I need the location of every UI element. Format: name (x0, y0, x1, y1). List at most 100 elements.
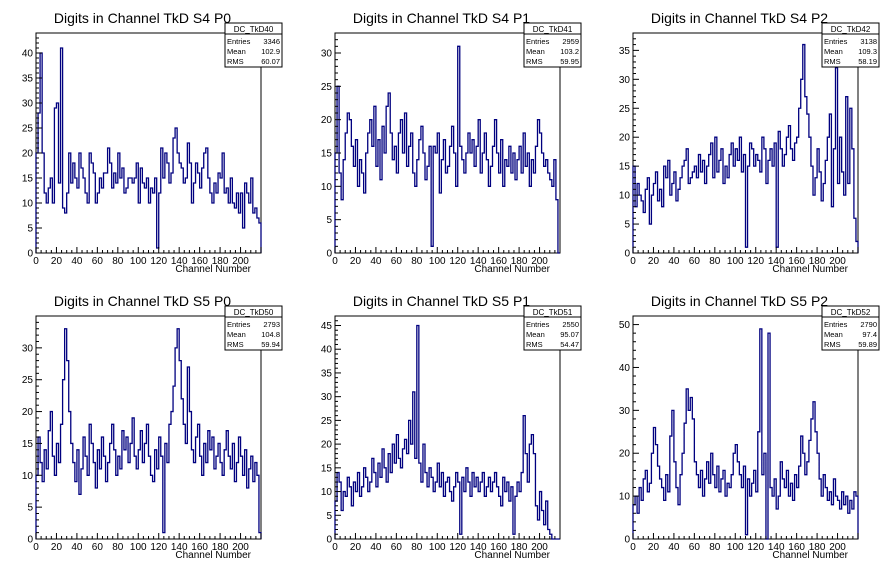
x-tick-label: 140 (768, 542, 785, 553)
stats-label-mean: Mean (526, 47, 545, 56)
y-tick-label: 50 (619, 320, 631, 331)
x-tick-label: 60 (689, 542, 701, 553)
histogram-line (35, 47, 262, 253)
x-tick-label: 180 (212, 542, 229, 553)
stats-name: DC_TkD51 (533, 308, 573, 317)
x-tick-label: 140 (768, 256, 785, 267)
stats-label-rms: RMS (824, 57, 841, 66)
y-tick-label: 5 (326, 511, 332, 522)
x-tick-label: 20 (350, 542, 362, 553)
x-tick-label: 120 (150, 256, 167, 267)
x-tick-label: 100 (727, 256, 744, 267)
chart-title: Digits in Channel TkD S4 P2 (651, 10, 828, 26)
x-tick-label: 40 (370, 256, 382, 267)
y-tick-label: 30 (22, 343, 34, 354)
stats-value-mean: 95.07 (560, 330, 579, 339)
x-tick-label: 160 (788, 542, 805, 553)
stats-value-entries: 3138 (860, 37, 877, 46)
stats-box: DC_TkD51 Entries 2550 Mean 95.07 RMS 54.47 (523, 305, 582, 351)
x-tick-label: 20 (648, 256, 660, 267)
x-tick-label: 140 (171, 256, 188, 267)
chart-panel-5: Digits in Channel TkD S5 P20 20 40 60 80 100 1… (619, 293, 880, 561)
x-tick-label: 180 (809, 256, 826, 267)
x-tick-label: 180 (809, 542, 826, 553)
y-tick-label: 30 (619, 75, 631, 86)
stats-value-mean: 102.9 (261, 47, 280, 56)
chart-title: Digits in Channel TkD S5 P1 (353, 293, 530, 309)
chart-title: Digits in Channel TkD S4 P0 (54, 10, 231, 26)
y-tick-label: 20 (321, 115, 333, 126)
chart-panel-3: Digits in Channel TkD S5 P00 20 40 60 80 100 1… (22, 293, 283, 561)
stats-label-entries: Entries (824, 320, 848, 329)
x-tick-label: 100 (429, 256, 446, 267)
y-tick-label: 10 (619, 492, 631, 503)
x-axis-label: Channel Number (474, 264, 550, 275)
x-tick-label: 80 (411, 256, 423, 267)
y-tick-label: 20 (619, 133, 631, 144)
x-tick-label: 120 (747, 256, 764, 267)
x-tick-label: 100 (130, 542, 147, 553)
x-tick-label: 180 (212, 256, 229, 267)
y-tick-label: 15 (22, 439, 34, 450)
y-tick-label: 0 (27, 249, 33, 260)
chart-panel-4: Digits in Channel TkD S5 P10 20 40 60 80 100 1… (321, 293, 582, 561)
x-tick-label: 160 (788, 256, 805, 267)
y-tick-label: 0 (624, 249, 630, 260)
x-tick-label: 20 (648, 542, 660, 553)
stats-box: DC_TkD42 Entries 3138 Mean 109.3 RMS 58.19 (821, 22, 880, 68)
y-tick-label: 25 (619, 104, 631, 115)
histogram-line (632, 43, 859, 253)
stats-value-mean: 109.3 (858, 47, 877, 56)
y-tick-label: 5 (624, 220, 630, 231)
x-tick-label: 80 (112, 542, 124, 553)
x-tick-label: 60 (689, 256, 701, 267)
histogram-line (632, 328, 859, 540)
stats-value-mean: 103.2 (560, 47, 579, 56)
chart-panel-1: Digits in Channel TkD S4 P10 20 40 60 80 100 1… (321, 10, 582, 275)
x-tick-label: 120 (449, 542, 466, 553)
y-tick-label: 40 (22, 49, 34, 60)
stats-value-entries: 2959 (562, 37, 579, 46)
stats-value-rms: 54.47 (560, 340, 579, 349)
stats-box: DC_TkD52 Entries 2790 Mean 97.4 RMS 59.89 (821, 305, 880, 351)
y-tick-label: 20 (22, 407, 34, 418)
x-axis-label: Channel Number (474, 550, 550, 561)
x-tick-label: 80 (411, 542, 423, 553)
x-tick-label: 80 (709, 256, 721, 267)
y-tick-label: 30 (321, 49, 333, 60)
y-tick-label: 25 (321, 82, 333, 93)
x-tick-label: 40 (370, 542, 382, 553)
x-tick-label: 60 (391, 256, 403, 267)
y-tick-label: 0 (27, 535, 33, 546)
stats-value-rms: 60.07 (261, 57, 280, 66)
stats-value-entries: 2793 (263, 320, 280, 329)
chart-panel-0: Digits in Channel TkD S4 P00 20 40 60 80 100 1… (22, 10, 283, 275)
stats-label-entries: Entries (227, 37, 251, 46)
stats-label-rms: RMS (526, 340, 543, 349)
y-tick-label: 15 (321, 463, 333, 474)
x-tick-label: 0 (630, 542, 636, 553)
x-tick-label: 200 (829, 542, 846, 553)
stats-label-rms: RMS (526, 57, 543, 66)
x-tick-label: 100 (130, 256, 147, 267)
x-tick-label: 120 (150, 542, 167, 553)
stats-name: DC_TkD50 (234, 308, 274, 317)
stats-label-entries: Entries (824, 37, 848, 46)
x-tick-label: 60 (92, 542, 104, 553)
y-tick-label: 0 (624, 535, 630, 546)
chart-title: Digits in Channel TkD S5 P2 (651, 293, 828, 309)
stats-label-mean: Mean (824, 330, 843, 339)
y-tick-label: 35 (619, 46, 631, 57)
y-tick-label: 10 (321, 487, 333, 498)
stats-label-mean: Mean (227, 330, 246, 339)
y-tick-label: 25 (22, 124, 34, 135)
stats-label-rms: RMS (824, 340, 841, 349)
y-tick-label: 35 (22, 74, 34, 85)
y-tick-label: 35 (321, 368, 333, 379)
histogram-line (334, 324, 560, 540)
x-tick-label: 180 (511, 256, 528, 267)
x-tick-label: 0 (332, 256, 338, 267)
stats-value-entries: 2790 (860, 320, 877, 329)
x-tick-label: 120 (747, 542, 764, 553)
y-tick-label: 40 (321, 345, 333, 356)
